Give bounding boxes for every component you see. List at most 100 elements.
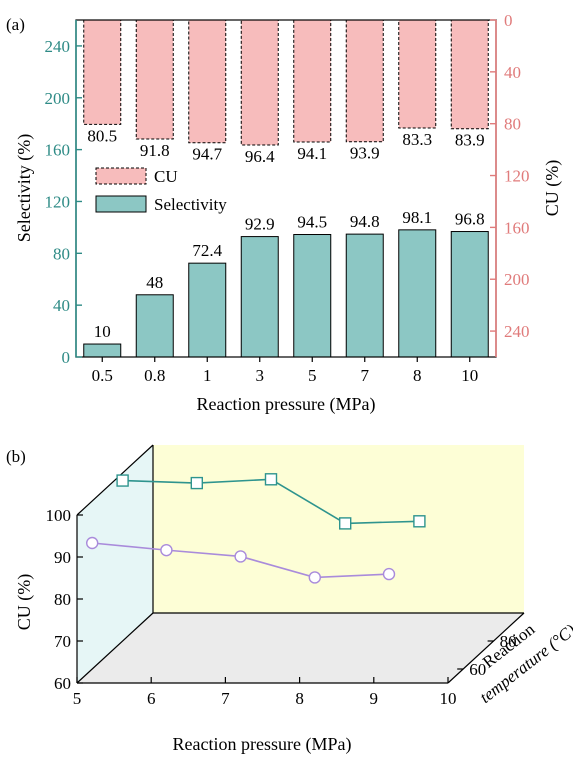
cu-tick-label-120: 120 [504,167,530,186]
point-60-5 [85,536,99,550]
selectivity-bar-0.5 [83,343,122,358]
cu-bar-1 [188,19,227,144]
point-80-5 [116,474,129,487]
x-tick-label-1: 1 [203,366,212,385]
cu-label-7: 93.9 [350,144,380,163]
x-tick-label-0.5: 0.5 [92,366,113,385]
series-lines [85,473,426,584]
cu-axis-b: 60 70 80 90 100 [46,506,83,693]
selectivity-bar-5 [293,234,332,358]
temperature-axis: 60 80 [457,632,517,679]
selectivity-bar-3 [240,236,279,358]
cu-bar-3 [240,19,279,146]
cu-label-10: 83.9 [455,131,485,150]
x-b-tick-label-6: 6 [147,689,156,708]
point-60-6 [160,543,173,557]
point-60-7 [234,550,247,563]
cu-tick-label-80: 80 [504,115,521,134]
cu-bar-0.5 [83,19,122,125]
selectivity-bar-0.8 [135,294,174,358]
cu-bar-0.8 [135,19,174,140]
cu-b-tick-label-60: 60 [54,674,71,693]
panel-a-label: (a) [6,15,25,34]
legend-a: CU Selectivity [95,167,227,214]
x-axis-label-a: Reaction pressure (MPa) [197,394,376,415]
x-b-tick-label-8: 8 [295,689,304,708]
cu-label-0.8: 91.8 [140,141,170,160]
selectivity-label-7: 94.8 [350,212,380,231]
cu-value-labels: 80.5 91.8 94.7 96.4 94.1 93.9 83.3 83.9 [87,126,484,166]
legend-selectivity-label: Selectivity [154,195,227,214]
point-80-7 [264,473,278,486]
cu-axis-label: CU (%) [542,160,563,217]
edge-bottom-left [76,612,154,684]
cu-tick-label-0: 0 [504,11,513,30]
edge-top-left [76,444,154,516]
selectivity-axis: 0 40 80 120 160 200 240 [45,20,82,367]
legend-cu-swatch [95,167,147,185]
selectivity-bars [83,229,489,358]
cu-bar-5 [293,19,332,143]
cu-label-8: 83.3 [402,130,432,149]
cu-b-tick-label-80: 80 [54,590,71,609]
cu-b-tick-label-90: 90 [54,548,71,567]
point-80-9 [413,515,426,528]
temp-tick-label-80: 80 [500,632,517,651]
selectivity-bar-10 [450,231,489,358]
x-b-tick-label-10: 10 [440,689,457,708]
cu-label-5: 94.1 [297,144,327,163]
x-b-tick-label-9: 9 [370,689,379,708]
side-wall [77,445,153,683]
selectivity-value-labels: 10 48 72.4 92.9 94.5 94.8 98.1 96.8 [94,208,485,341]
selectivity-label-1: 72.4 [192,241,222,260]
x-axis-label-b: Reaction pressure (MPa) [173,734,352,755]
x-axis-b: 5 6 7 8 9 10 [73,677,457,708]
selectivity-label-3: 92.9 [245,215,275,234]
cu-label-1: 94.7 [192,145,222,164]
legend-selectivity-swatch [95,195,147,213]
selectivity-tick-label-80: 80 [53,244,70,263]
selectivity-bar-1 [188,262,227,358]
panel-b-label: (b) [6,447,26,466]
selectivity-tick-label-0: 0 [62,348,71,367]
legend-cu-label: CU [154,167,178,186]
selectivity-label-8: 98.1 [402,208,432,227]
selectivity-axis-label: Selectivity (%) [14,134,35,242]
x-axis-a: 0.5 0.8 1 3 5 7 8 10 [92,357,478,385]
cu-bar-8 [398,19,437,129]
cu-bars [83,19,489,146]
floor [77,613,524,683]
selectivity-tick-label-40: 40 [53,296,70,315]
cu-tick-label-200: 200 [504,270,530,289]
cu-label-0.5: 80.5 [87,126,117,145]
x-tick-label-10: 10 [461,366,478,385]
point-80-6 [190,476,204,490]
edge-bottom-right [447,612,525,684]
selectivity-tick-label-240: 240 [45,37,71,56]
selectivity-bar-8 [398,229,437,358]
x-tick-label-5: 5 [308,366,317,385]
cu-tick-label-240: 240 [504,322,530,341]
cu-label-3: 96.4 [245,147,275,166]
cu-b-tick-label-70: 70 [54,632,71,651]
cu-tick-label-40: 40 [504,63,521,82]
box-edges [76,444,525,684]
selectivity-tick-label-160: 160 [45,141,71,160]
panel-b: (b) 60 70 80 90 100 5 6 7 8 9 10 60 80 CU (%) Reac… [6,444,573,755]
cu-bar-7 [345,19,384,143]
selectivity-tick-label-200: 200 [45,89,71,108]
x-b-tick-label-7: 7 [221,689,230,708]
selectivity-label-5: 94.5 [297,213,327,232]
point-60-8 [308,571,321,584]
temp-tick-label-60: 60 [469,660,486,679]
point-60-9 [382,567,396,581]
cu-axis-label-b: CU (%) [14,574,35,631]
selectivity-label-0.8: 48 [146,273,163,292]
back-wall [153,445,524,613]
x-b-tick-label-5: 5 [73,689,82,708]
cu-tick-label-160: 160 [504,218,530,237]
x-tick-label-0.8: 0.8 [144,366,165,385]
cu-axis: 0 40 80 120 160 200 240 [490,11,530,357]
x-tick-label-8: 8 [413,366,422,385]
